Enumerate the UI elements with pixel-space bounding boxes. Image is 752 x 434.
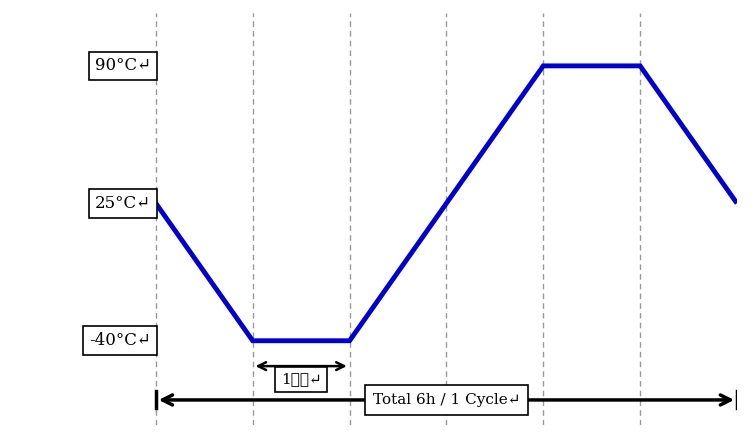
- Text: -40°C↵: -40°C↵: [89, 332, 151, 349]
- Text: 25°C↵: 25°C↵: [95, 195, 151, 212]
- Text: 1시간↵: 1시간↵: [280, 372, 322, 386]
- Text: 90°C↵: 90°C↵: [95, 57, 151, 74]
- Text: Total 6h / 1 Cycle↵: Total 6h / 1 Cycle↵: [373, 393, 520, 407]
